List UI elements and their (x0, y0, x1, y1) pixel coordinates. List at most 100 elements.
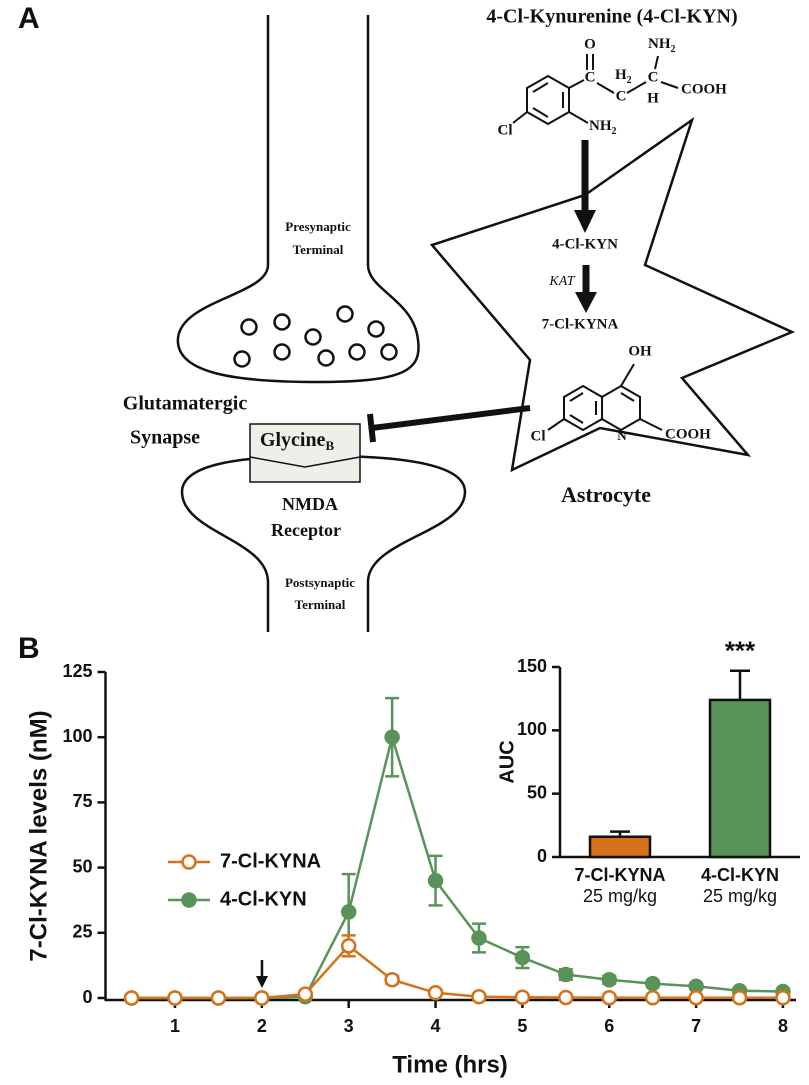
legend-label: 7-Cl-KYNA (220, 850, 321, 872)
y-tick-label: 125 (62, 661, 92, 681)
y-tick-label: 50 (72, 856, 92, 876)
atom: COOH (681, 81, 727, 97)
legend-marker (181, 854, 197, 870)
bar (708, 698, 772, 859)
marker (340, 938, 357, 954)
y-tick-label: 100 (62, 726, 92, 746)
x-tick-note: 25 mg/kg (703, 886, 777, 906)
panel-label: A (18, 2, 40, 35)
marker (471, 988, 487, 1005)
marker (601, 971, 618, 988)
presynaptic-label: Terminal (293, 242, 344, 257)
x-tick-label: 1 (170, 1016, 180, 1036)
marker (558, 966, 574, 983)
significance: *** (725, 636, 756, 666)
legend-label: 4-Cl-KYN (220, 888, 307, 910)
atom: NH2 (648, 36, 676, 55)
x-tick-label: 8 (778, 1016, 788, 1036)
postsynaptic-label: Postsynaptic (285, 575, 355, 590)
atom: C (585, 69, 596, 85)
inhibition-bar (367, 413, 376, 443)
enzyme-label: KAT (548, 274, 575, 289)
synapse-label: Glutamatergic (123, 393, 248, 415)
y-tick-label: 50 (527, 782, 547, 802)
kyna-structure (547, 363, 663, 432)
x-tick-label: 5 (517, 1016, 527, 1036)
marker (427, 872, 444, 889)
marker (601, 989, 618, 1006)
inhibition-line (371, 405, 531, 431)
atom-text: NH (648, 36, 671, 52)
x-tick-label: 4-Cl-KYN (701, 865, 779, 885)
glycine-label: GlycineB (260, 429, 335, 453)
marker (297, 986, 314, 1002)
legend-marker (181, 892, 197, 908)
arrow-head (574, 210, 596, 233)
y-tick-label: 150 (517, 656, 547, 676)
atom: C (648, 69, 659, 85)
postsynaptic-label: Terminal (295, 597, 346, 612)
marker (644, 975, 661, 992)
y-tick-label: 100 (517, 719, 547, 739)
x-tick-label: 2 (257, 1016, 267, 1036)
marker (514, 949, 531, 966)
atom: COOH (665, 426, 711, 442)
atom-text: H (615, 67, 627, 83)
atom: H (647, 90, 659, 106)
glycine-notch (249, 456, 361, 468)
atom: H2 (615, 67, 632, 86)
bar (588, 835, 652, 859)
x-tick-label: 3 (344, 1016, 354, 1036)
intermediate-label: 4-Cl-KYN (552, 236, 618, 252)
marker (340, 904, 357, 920)
marker (775, 989, 791, 1006)
y-tick-label: 25 (72, 922, 92, 942)
series-line (131, 944, 783, 1000)
atom: O (584, 36, 596, 52)
atom: NH2 (589, 118, 617, 137)
marker (167, 990, 183, 1006)
receptor-label: NMDA (282, 494, 338, 514)
atom: C (616, 88, 627, 104)
atom: N (617, 428, 627, 443)
atom: OH (628, 343, 652, 359)
atom: Cl (498, 122, 513, 138)
marker (384, 729, 400, 745)
x-tick-label: 7 (691, 1016, 701, 1036)
receptor-label: Receptor (271, 520, 341, 540)
atom-sub: 2 (671, 44, 676, 55)
panel-label: B (18, 632, 40, 665)
kyn-structure (512, 54, 679, 126)
marker (427, 985, 444, 1001)
arrow-head (575, 292, 597, 313)
dose-arrow-head (256, 976, 268, 988)
x-tick-label: 4 (431, 1016, 441, 1036)
x-axis-title: Time (hrs) (392, 1051, 508, 1078)
glycine-sub: B (325, 438, 334, 453)
y-tick-label: 0 (537, 846, 547, 866)
product-label: 7-Cl-KYNA (542, 316, 619, 332)
marker (644, 989, 661, 1006)
x-tick-note: 25 mg/kg (583, 886, 657, 906)
y-axis-title: AUC (496, 740, 518, 783)
glycine-site (249, 423, 361, 483)
y-tick-label: 75 (72, 791, 92, 811)
marker (210, 990, 227, 1006)
presynaptic-outline (176, 15, 420, 384)
atom-text: NH (589, 118, 612, 134)
marker (123, 990, 140, 1006)
title: 4-Cl-Kynurenine (4-Cl-KYN) (486, 6, 737, 28)
glycine-text: Glycine (260, 429, 326, 451)
presynaptic-label: Presynaptic (285, 219, 351, 234)
x-tick-label: 7-Cl-KYNA (574, 865, 665, 885)
vesicles (233, 305, 398, 368)
astrocyte-outline (429, 116, 796, 473)
atom-sub: 2 (612, 126, 617, 137)
marker (471, 930, 487, 946)
marker (688, 989, 704, 1006)
marker (384, 971, 400, 988)
marker (731, 989, 748, 1006)
y-axis-title: 7-Cl-KYNA levels (nM) (25, 710, 52, 961)
atom: Cl (531, 428, 546, 444)
